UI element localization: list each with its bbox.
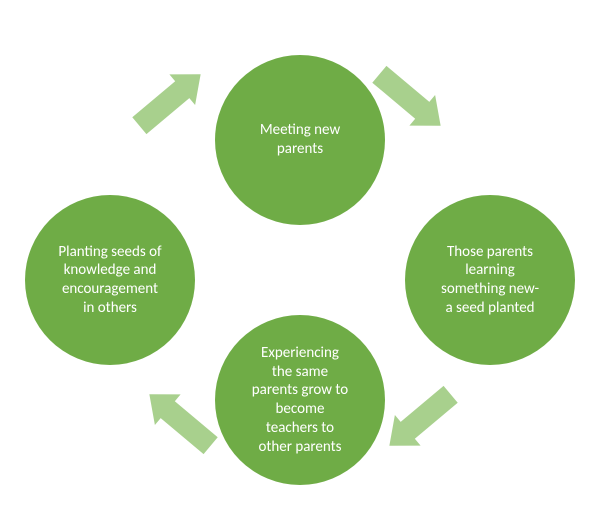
cycle-node-label: Meeting new parents xyxy=(260,121,340,159)
cycle-node-label: Experiencing the same parents grow to be… xyxy=(252,344,348,457)
arrow-right-to-bottom xyxy=(420,420,421,421)
arrow-left-to-top xyxy=(170,100,171,101)
arrow-shape xyxy=(127,59,214,141)
cycle-node-label: Planting seeds of knowledge and encourag… xyxy=(58,243,161,318)
cycle-node-right: Those parents learning something new- a … xyxy=(405,195,575,365)
cycle-node-left: Planting seeds of knowledge and encourag… xyxy=(25,195,195,365)
arrow-bottom-to-left xyxy=(180,420,181,421)
cycle-node-top: Meeting new parents xyxy=(215,55,385,225)
arrow-shape xyxy=(377,379,464,461)
cycle-node-bottom: Experiencing the same parents grow to be… xyxy=(215,315,385,485)
cycle-diagram: Meeting new parents Those parents learni… xyxy=(0,0,600,524)
cycle-node-label: Those parents learning something new- a … xyxy=(441,243,539,318)
arrow-top-to-right xyxy=(410,100,411,101)
arrow-shape xyxy=(137,379,224,461)
